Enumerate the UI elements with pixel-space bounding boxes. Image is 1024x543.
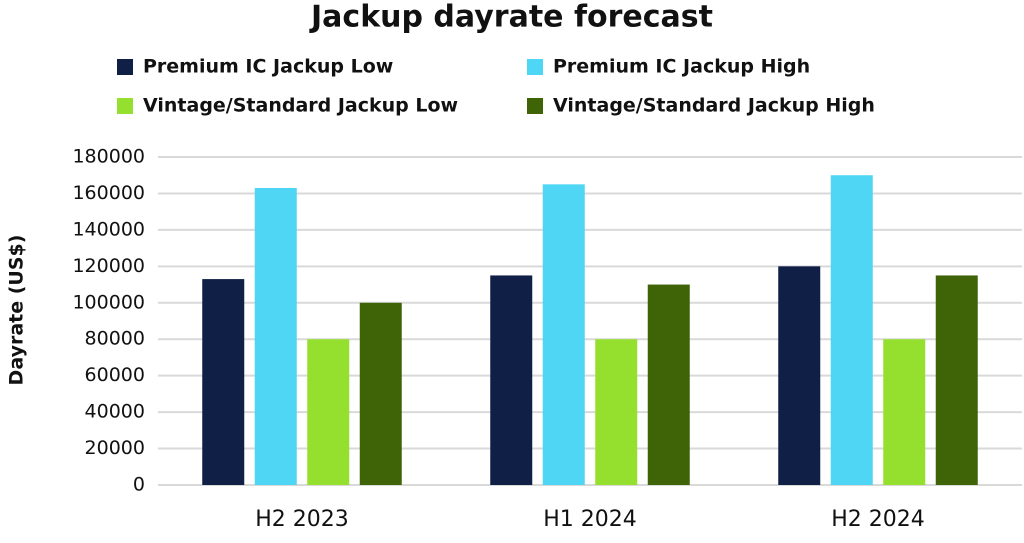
y-tick-label: 140000 <box>72 218 145 240</box>
legend-swatch <box>117 59 133 75</box>
bar <box>359 302 402 485</box>
legend-swatch <box>527 59 543 75</box>
legend-label: Premium IC Jackup Low <box>143 56 393 78</box>
y-tick-label: 100000 <box>72 291 145 313</box>
bar <box>307 339 350 485</box>
x-tick-label: H1 2024 <box>543 507 637 532</box>
y-tick-label: 120000 <box>72 255 145 277</box>
chart-title: Jackup dayrate forecast <box>309 0 713 35</box>
legend-swatch <box>527 98 543 114</box>
y-tick-label: 180000 <box>72 146 145 168</box>
legend-label: Vintage/Standard Jackup Low <box>143 95 458 117</box>
bar <box>778 266 821 485</box>
bar <box>490 275 533 485</box>
x-tick-label: H2 2024 <box>831 507 925 532</box>
bar <box>883 339 926 485</box>
y-tick-label: 20000 <box>85 437 145 459</box>
bar <box>595 339 638 485</box>
bar <box>254 187 297 485</box>
x-tick-label: H2 2023 <box>255 507 349 532</box>
bar <box>542 184 585 486</box>
y-axis-label: Dayrate (US$) <box>6 235 28 386</box>
legend-swatch <box>117 98 133 114</box>
legend-label: Vintage/Standard Jackup High <box>553 95 875 117</box>
bar <box>830 175 873 485</box>
y-tick-label: 160000 <box>72 182 145 204</box>
bar <box>935 275 978 485</box>
legend-label: Premium IC Jackup High <box>553 56 810 78</box>
y-tick-label: 40000 <box>85 401 145 423</box>
y-tick-label: 80000 <box>85 328 145 350</box>
bar <box>202 279 245 485</box>
bar <box>647 284 690 485</box>
y-tick-label: 0 <box>133 474 145 496</box>
y-tick-label: 60000 <box>85 364 145 386</box>
